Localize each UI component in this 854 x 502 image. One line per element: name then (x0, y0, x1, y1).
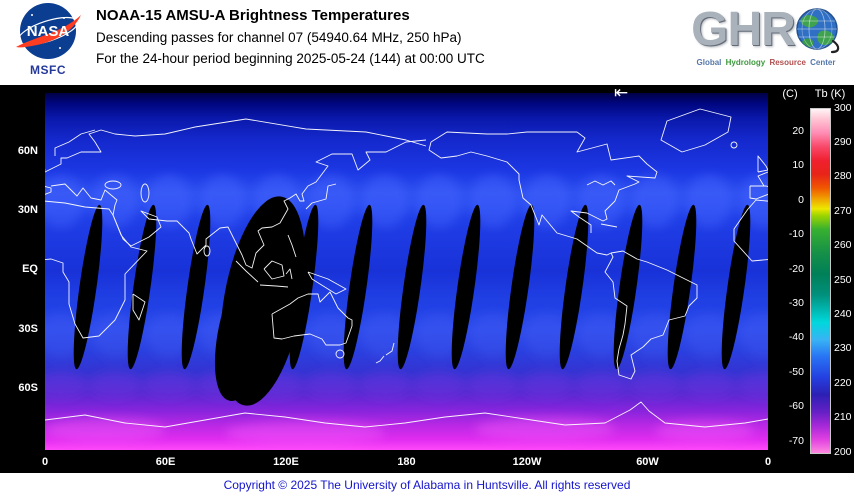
footer: Copyright © 2025 The University of Alaba… (0, 473, 854, 502)
kelvin-label-210: 210 (834, 411, 852, 424)
title-block: NOAA-15 AMSU-A Brightness Temperatures D… (96, 7, 485, 66)
lon-label-5: 60W (636, 456, 659, 468)
ghrc-logo: GHR (680, 1, 852, 67)
copyright-text: Copyright © 2025 The University of Alaba… (223, 478, 631, 492)
lon-label-0: 0 (41, 456, 49, 468)
lon-label-2: 120E (273, 456, 299, 468)
lon-label-6: 0 (764, 456, 772, 468)
celsius-label-20: 20 (792, 125, 804, 138)
nasa-swoosh (16, 15, 81, 48)
ghrc-logo-row: GHR (680, 1, 852, 59)
celsius-label--70: -70 (788, 434, 804, 447)
kelvin-label-240: 240 (834, 307, 852, 320)
kelvin-label-260: 260 (834, 239, 852, 252)
nasa-wordmark: NASA (27, 23, 70, 40)
lat-label-60S: 60S (18, 381, 38, 394)
map-overlay (45, 108, 768, 445)
kelvin-label-220: 220 (834, 376, 852, 389)
header: NASA MSFC NOAA-15 AMSU-A Brightness Temp… (0, 0, 854, 85)
ghrc-globe-icon (796, 8, 840, 54)
ghrc-tagline-word: Resource (769, 58, 806, 67)
kelvin-label-200: 200 (834, 445, 852, 458)
coastlines-layer (45, 108, 768, 428)
ghrc-tagline-word: Hydrology (725, 58, 766, 67)
celsius-label--50: -50 (788, 365, 804, 378)
lat-label-EQ: EQ (22, 263, 38, 276)
subtitle-period: For the 24-hour period beginning 2025-05… (96, 51, 485, 66)
celsius-label--20: -20 (788, 262, 804, 275)
celsius-label--40: -40 (788, 331, 804, 344)
lat-label-30N: 30N (17, 204, 38, 217)
pass-direction-arrow-icon: ⇤ (614, 83, 629, 102)
lon-label-1: 60E (155, 456, 176, 468)
celsius-label--30: -30 (788, 297, 804, 310)
kelvin-label-230: 230 (834, 342, 852, 355)
map-area: ⇤ (C) Tb (K) 60N 30N EQ 30S 60S 0 60E 120E 180 12… (0, 83, 854, 473)
ghrc-tagline: Global Hydrology Resource Center (680, 58, 852, 67)
lon-label-4: 120W (512, 456, 542, 468)
celsius-label-0: 0 (798, 193, 804, 206)
lon-label-3: 180 (397, 456, 416, 468)
colorbar-unit-kelvin: Tb (K) (814, 88, 846, 100)
brightness-temperature-map (45, 93, 768, 450)
colorbar-unit-celsius: (C) (782, 88, 798, 100)
celsius-label--10: -10 (788, 228, 804, 241)
nasa-msfc-label: MSFC (30, 63, 66, 77)
kelvin-label-280: 280 (834, 170, 852, 183)
kelvin-label-290: 290 (834, 135, 852, 148)
swath-gaps-layer (73, 196, 751, 406)
lat-label-30S: 30S (18, 322, 38, 335)
lat-label-60N: 60N (17, 145, 38, 158)
ghrc-wordmark: GHR (691, 3, 796, 56)
celsius-label--60: -60 (788, 400, 804, 413)
globe-cord (830, 39, 840, 54)
ghrc-tagline-word: Global (696, 58, 722, 67)
colorbar-gradient (810, 108, 831, 454)
kelvin-label-270: 270 (834, 204, 852, 217)
ghrc-tagline-word: Center (810, 58, 836, 67)
kelvin-label-250: 250 (834, 273, 852, 286)
kelvin-label-300: 300 (834, 101, 852, 114)
celsius-label-10: 10 (792, 159, 804, 172)
page-title: NOAA-15 AMSU-A Brightness Temperatures (96, 7, 410, 24)
nasa-logo: NASA (16, 3, 81, 59)
subtitle-channel: Descending passes for channel 07 (54940.… (96, 30, 462, 45)
